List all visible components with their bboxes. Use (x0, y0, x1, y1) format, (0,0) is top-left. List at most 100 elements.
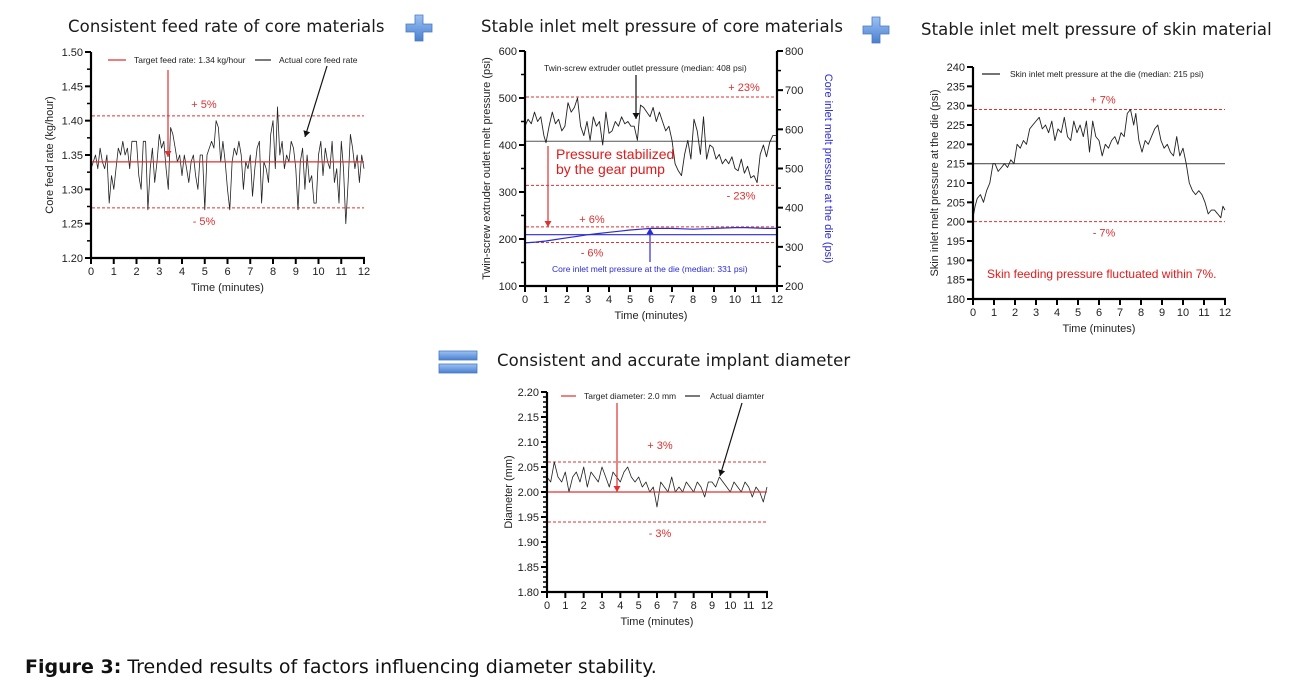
annotation-note-line1: Pressure stabilized (556, 146, 674, 162)
x-tick-label: 12 (1219, 307, 1231, 319)
x-tick-label: 12 (358, 266, 370, 278)
x-tick-label: 9 (1159, 307, 1165, 319)
series-line-skin-pressure (972, 109, 1226, 219)
plus-icon (862, 16, 890, 44)
band-label-upper: + 3% (647, 440, 673, 452)
y-right-tick-label: 800 (785, 46, 803, 58)
x-tick-label: 11 (743, 600, 754, 612)
x-tick-label: 11 (750, 294, 761, 306)
y-tick-label: 180 (947, 294, 965, 306)
arrow-target-head (613, 486, 621, 492)
y-tick-label: 2.00 (518, 487, 539, 499)
series-line-actual-diameter (546, 461, 768, 508)
x-tick-label: 9 (711, 294, 717, 306)
y-axis-label: Skin inlet melt pressure at the die (psi… (929, 89, 941, 276)
x-tick-label: 4 (617, 600, 623, 612)
legend-label-actual: Actual core feed rate (279, 55, 358, 65)
band-label-lower: - 3% (649, 528, 672, 540)
x-tick-label: 1 (543, 294, 549, 306)
annotation-inlet-label: Core inlet melt pressure at the die (med… (552, 264, 748, 274)
x-tick-label: 3 (156, 266, 162, 278)
x-tick-label: 9 (293, 266, 299, 278)
x-tick-label: 2 (1012, 307, 1018, 319)
y-right-tick-label: 400 (785, 203, 803, 215)
arrow-gear-pump-head (544, 221, 552, 227)
arrow-outlet-head (632, 113, 640, 119)
y-tick-label: 400 (499, 140, 517, 152)
x-tick-label: 5 (627, 294, 633, 306)
x-tick-label: 10 (724, 600, 736, 612)
x-tick-label: 2 (133, 266, 139, 278)
x-tick-label: 8 (691, 600, 697, 612)
band-label-lower: - 7% (1093, 228, 1116, 240)
x-tick-label: 8 (690, 294, 696, 306)
y-tick-label: 215 (947, 159, 965, 171)
equals-icon (438, 350, 478, 374)
chart-title-skin-pressure: Stable inlet melt pressure of skin mater… (921, 20, 1272, 39)
x-tick-label: 7 (247, 266, 253, 278)
figure-caption-label: Figure 3: (25, 656, 122, 678)
series-line-actual-feed (90, 106, 365, 225)
x-tick-label: 4 (606, 294, 612, 306)
band-label-inlet-upper: + 6% (579, 214, 605, 226)
y-tick-label: 500 (499, 93, 517, 105)
y-tick-label: 2.20 (518, 387, 539, 399)
y-tick-label: 1.50 (62, 47, 83, 59)
figure-caption-text: Trended results of factors influencing d… (121, 656, 657, 678)
x-tick-label: 2 (564, 294, 570, 306)
x-tick-label: 10 (1177, 307, 1189, 319)
y-tick-label: 230 (947, 101, 965, 113)
x-tick-label: 10 (312, 266, 324, 278)
band-label-upper: + 7% (1090, 95, 1116, 107)
y-tick-label: 1.30 (62, 184, 83, 196)
x-tick-label: 11 (336, 266, 347, 278)
chart-title-core-pressure: Stable inlet melt pressure of core mater… (481, 17, 844, 36)
band-label-upper: + 5% (191, 99, 217, 111)
band-label-outlet-lower: - 23% (727, 190, 756, 202)
y-tick-label: 1.45 (62, 81, 83, 93)
series-line-inlet-pressure (524, 227, 777, 244)
y-tick-label: 1.90 (518, 537, 539, 549)
x-tick-label: 8 (1138, 307, 1144, 319)
y-tick-label: 1.80 (518, 587, 539, 599)
series-line-outlet-pressure (524, 97, 777, 184)
x-tick-label: 1 (562, 600, 568, 612)
y-tick-label: 1.40 (62, 116, 83, 128)
arrow-target-head (164, 151, 172, 157)
plus-icon (405, 14, 433, 42)
y-tick-label: 200 (499, 234, 517, 246)
arrow-actual-head (303, 130, 311, 137)
x-axis-label: Time (minutes) (191, 282, 264, 294)
x-tick-label: 1 (111, 266, 117, 278)
x-tick-label: 1 (991, 307, 997, 319)
y-axis-label: Core feed rate (kg/hour) (44, 96, 56, 213)
x-tick-label: 3 (1033, 307, 1039, 319)
x-tick-label: 12 (771, 294, 783, 306)
chart-title-core-feed: Consistent feed rate of core materials (68, 17, 385, 36)
x-tick-label: 2 (581, 600, 587, 612)
x-tick-label: 0 (88, 266, 94, 278)
y-tick-label: 235 (947, 81, 965, 93)
arrow-actual-shaft (304, 65, 328, 138)
x-tick-label: 0 (970, 307, 976, 319)
y-axis-label-right: Core inlet melt pressure at the die (psi… (822, 74, 834, 264)
y-tick-label: 210 (947, 178, 965, 190)
y-tick-label: 1.85 (518, 562, 539, 574)
y-tick-label: 220 (947, 139, 965, 151)
y-right-tick-label: 500 (785, 164, 803, 176)
x-tick-label: 6 (1096, 307, 1102, 319)
x-tick-label: 4 (1054, 307, 1060, 319)
x-tick-label: 7 (1117, 307, 1123, 319)
y-tick-label: 2.05 (518, 462, 539, 474)
y-right-tick-label: 600 (785, 124, 803, 136)
x-tick-label: 10 (729, 294, 741, 306)
y-tick-label: 190 (947, 255, 965, 267)
x-tick-label: 4 (179, 266, 185, 278)
x-tick-label: 7 (669, 294, 675, 306)
annotation-skin-note: Skin feeding pressure fluctuated within … (987, 267, 1216, 281)
x-tick-label: 0 (522, 294, 528, 306)
